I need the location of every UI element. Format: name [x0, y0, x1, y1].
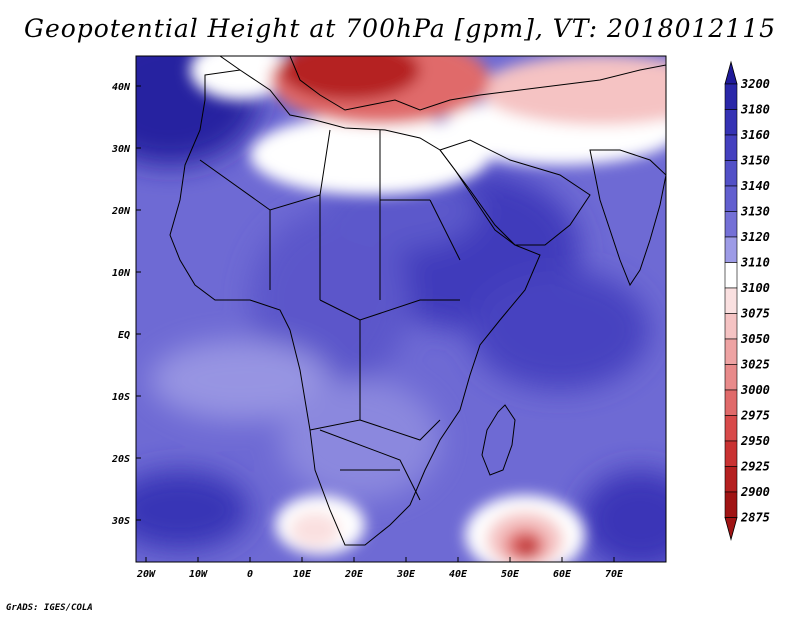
lon-label-50e: 50E	[501, 569, 520, 580]
plot-frame	[135, 55, 667, 563]
lon-label-60e: 60E	[553, 569, 572, 580]
lat-label-30s: 30S	[111, 516, 130, 527]
credit-text: GrADS: IGES/COLA	[6, 603, 93, 613]
india-coastline	[589, 149, 666, 287]
colorbar-segment	[724, 491, 738, 518]
madagascar-coastline	[481, 404, 516, 476]
colorbar-label: 3160	[740, 128, 770, 142]
arabia-coastline	[439, 139, 591, 246]
colorbar-segment	[724, 262, 738, 289]
colorbar-segment	[724, 109, 738, 136]
europe-coastline	[219, 56, 666, 111]
colorbar-label: 3000	[740, 383, 770, 397]
coastlines	[169, 56, 666, 546]
lon-label-30e: 30E	[396, 569, 416, 580]
colorbar-label: 3100	[740, 281, 770, 295]
colorbar-segment	[724, 287, 738, 314]
lon-label-40e: 40E	[449, 569, 468, 580]
africa-coastline	[169, 69, 541, 546]
colorbar-label: 2950	[740, 434, 770, 448]
colorbar-label: 2900	[740, 485, 770, 499]
colorbar-label: 3200	[740, 77, 770, 91]
colorbar-label: 2875	[740, 511, 770, 525]
colorbar-segment	[724, 338, 738, 365]
map-title: Geopotential Height at 700hPa [gpm], VT:…	[23, 14, 777, 43]
colorbar-segment	[724, 134, 738, 161]
colorbar-segment	[724, 236, 738, 263]
colorbar: 3200 3180 3160 3150 3140 3130 3120 3110 3100 3075…	[724, 60, 770, 542]
colorbar-label: 3050	[740, 332, 770, 346]
lat-label-20n: 20N	[111, 206, 131, 217]
colorbar-segment	[724, 160, 738, 187]
colorbar-label: 3120	[740, 230, 770, 244]
colorbar-label: 3025	[740, 358, 770, 372]
lat-label-10n: 10N	[112, 268, 131, 279]
lon-label-10e: 10E	[293, 569, 312, 580]
lat-label-30n: 30N	[111, 144, 131, 155]
colorbar-label: 2975	[740, 409, 770, 423]
colorbar-label: 3130	[740, 205, 770, 219]
colorbar-segment	[724, 415, 738, 442]
colorbar-label: 3140	[740, 179, 770, 193]
height-field	[136, 56, 666, 562]
country-borders	[199, 129, 461, 501]
colorbar-segment	[724, 389, 738, 416]
colorbar-segment	[724, 211, 738, 238]
colorbar-label: 3110	[740, 256, 770, 270]
colorbar-segment	[724, 83, 738, 110]
lon-label-0: 0	[247, 569, 253, 580]
colorbar-segment	[724, 440, 738, 467]
colorbar-segment	[724, 466, 738, 493]
colorbar-label: 3150	[740, 154, 770, 168]
lon-label-10w: 10W	[189, 569, 208, 580]
lon-axis: 20W 10W 0 10E 20E 30E 40E 50E 60E 70E	[136, 557, 624, 580]
lat-label-10s: 10S	[112, 392, 130, 403]
lon-label-70e: 70E	[605, 569, 624, 580]
colorbar-top-arrow	[724, 60, 738, 85]
lat-label-20s: 20S	[111, 454, 130, 465]
colorbar-segment	[724, 185, 738, 212]
colorbar-label: 2925	[740, 460, 770, 474]
colorbar-bottom-arrow	[724, 517, 738, 542]
colorbar-segment	[724, 313, 738, 340]
lon-label-20e: 20E	[344, 569, 364, 580]
lat-axis: 40N 30N 20N 10N EQ 10S 20S 30S	[111, 82, 141, 527]
colorbar-label: 3075	[740, 307, 770, 321]
lon-label-20w: 20W	[136, 569, 156, 580]
colorbar-segment	[724, 364, 738, 391]
lat-label-eq: EQ	[118, 330, 130, 341]
lat-label-40n: 40N	[112, 82, 131, 93]
colorbar-label: 3180	[740, 103, 770, 117]
